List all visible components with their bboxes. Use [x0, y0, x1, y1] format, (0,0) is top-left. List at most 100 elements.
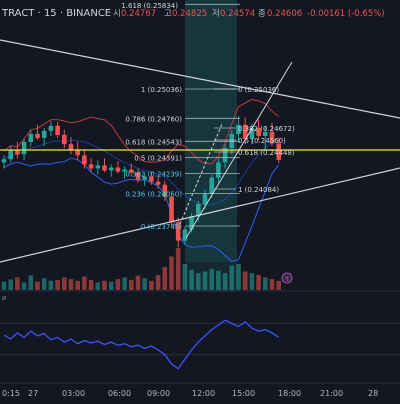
volume-bar [256, 274, 261, 290]
volume-bar [175, 248, 181, 290]
fib-level-label: 0.5 (0.24391) [134, 154, 182, 162]
fib-right-level-label: 0.382 (0.24672) [238, 125, 295, 133]
candle-body [8, 150, 13, 160]
volume-bar [41, 278, 47, 290]
ohlc-high-value: 0.24825 [172, 9, 207, 19]
x-axis-tick-label: 06:00 [108, 389, 131, 398]
fibonacci-levels[interactable]: 1.618 (0.25834) 1 (0.25036) 0.786 (0.24760… [121, 2, 295, 231]
volume-bar [129, 279, 134, 290]
volume-bar [62, 277, 67, 290]
volume-bar [162, 266, 168, 290]
volume-bar [102, 280, 107, 290]
symbol-title[interactable]: TRACT · 15 · BINANCE [1, 8, 111, 19]
volume-bar [95, 282, 101, 290]
volume-bar [75, 280, 80, 290]
volume-bar [142, 278, 147, 290]
volume-bar [236, 264, 241, 290]
ohlc-low-value: 0.24574 [220, 9, 255, 19]
candle-body [256, 127, 261, 136]
rsi-marker: ø [2, 294, 7, 302]
volume-bar [196, 273, 201, 290]
volume-bar [55, 279, 60, 290]
candle-body [196, 204, 201, 217]
alert-icon[interactable] [281, 272, 293, 284]
candle-body [48, 125, 54, 131]
x-axis-tick-label: 28 [368, 389, 378, 398]
volume-bar [229, 265, 235, 290]
fib-level-label: 0 (0.23745) [141, 223, 182, 231]
bollinger-basis [3, 139, 279, 206]
candle-body [142, 176, 147, 180]
fib-right-level-label: 1 (0.24084) [238, 186, 279, 194]
ohlc-close-value: 0.24606 [267, 9, 302, 19]
candle-body [41, 130, 47, 138]
fib-level-label: 0.236 (0.24050) [125, 191, 182, 199]
candle-body [175, 222, 181, 241]
fib-level-label: 1 (0.25036) [141, 86, 182, 94]
volume-bar [115, 279, 121, 290]
x-axis-tick-label: 18:00 [278, 389, 301, 398]
volume-bar [263, 277, 268, 290]
candle-body [263, 131, 268, 136]
bollinger-upper-band [3, 98, 280, 165]
candle-body [202, 193, 208, 205]
volume-bar [182, 264, 188, 290]
candle-body [21, 142, 27, 155]
time-axis: 0:15 27 03:00 06:00 09:00 12:00 15:00 18:00 21:0… [2, 389, 378, 398]
candle-body [68, 144, 74, 151]
volume-bar [155, 274, 161, 290]
ohlc-open-value: 0.24767 [121, 9, 156, 19]
ohlc-high-label: 고 [164, 9, 172, 19]
volume-bar [269, 279, 275, 290]
candle-body [222, 148, 228, 163]
x-axis-tick-label: 09:00 [147, 389, 170, 398]
fib-level-label: 0.382 (0.24239) [125, 171, 182, 179]
candle-body [115, 167, 121, 172]
volume-bar [15, 277, 20, 290]
fib-level-label: 1.618 (0.25834) [121, 2, 178, 10]
ohlc-close-label: 종 [258, 9, 266, 19]
candle-body [269, 131, 275, 144]
x-axis-tick-label: 0:15 [2, 389, 20, 398]
candle-body [189, 216, 194, 230]
volume-bar [135, 275, 141, 290]
volume-bar [149, 280, 154, 290]
candle-body [135, 172, 141, 180]
volume-bar [1, 281, 7, 290]
fib-level-label: 0.786 (0.24760) [125, 115, 182, 123]
volume-bar [242, 271, 248, 290]
candle-body [75, 150, 80, 156]
volume-bar [21, 282, 27, 290]
volume-bar [222, 273, 228, 290]
candle-body [129, 169, 134, 173]
rsi-line [3, 319, 280, 370]
fib-right-level-label: 0.5 (0.24560) [238, 137, 286, 145]
volume-bar [68, 279, 74, 290]
candle-body [249, 127, 255, 139]
x-axis-tick-label: 27 [28, 389, 38, 398]
ohlc-change: -0.00161 (-0.65%) [307, 9, 385, 19]
candle-body [122, 169, 127, 172]
x-axis-tick-label: 03:00 [62, 389, 85, 398]
volume-bar [48, 280, 54, 290]
ohlc-open-label: 시 [113, 9, 121, 19]
trendlines[interactable] [0, 39, 400, 263]
candle-body [242, 124, 248, 139]
x-axis-tick-label: 15:00 [232, 389, 255, 398]
candle-body [55, 125, 60, 135]
bollinger-lower-band [3, 157, 280, 263]
volume-bar [82, 276, 87, 290]
ohlc-low-label: 저 [212, 9, 220, 19]
fib-right-level-label: 0.618 (0.24448) [238, 149, 295, 157]
bollinger-bands [3, 98, 280, 263]
volume-bars [1, 248, 281, 290]
candle-body [209, 177, 214, 194]
candle-body [236, 124, 241, 134]
fib-right-level-label: 0 (0.25036) [238, 86, 279, 94]
volume-bar [202, 271, 208, 290]
candle-body [82, 155, 87, 165]
ohlc-readout: 시 0.24767 고 0.24825 저 0.24574 종 0.24606 … [113, 9, 385, 19]
